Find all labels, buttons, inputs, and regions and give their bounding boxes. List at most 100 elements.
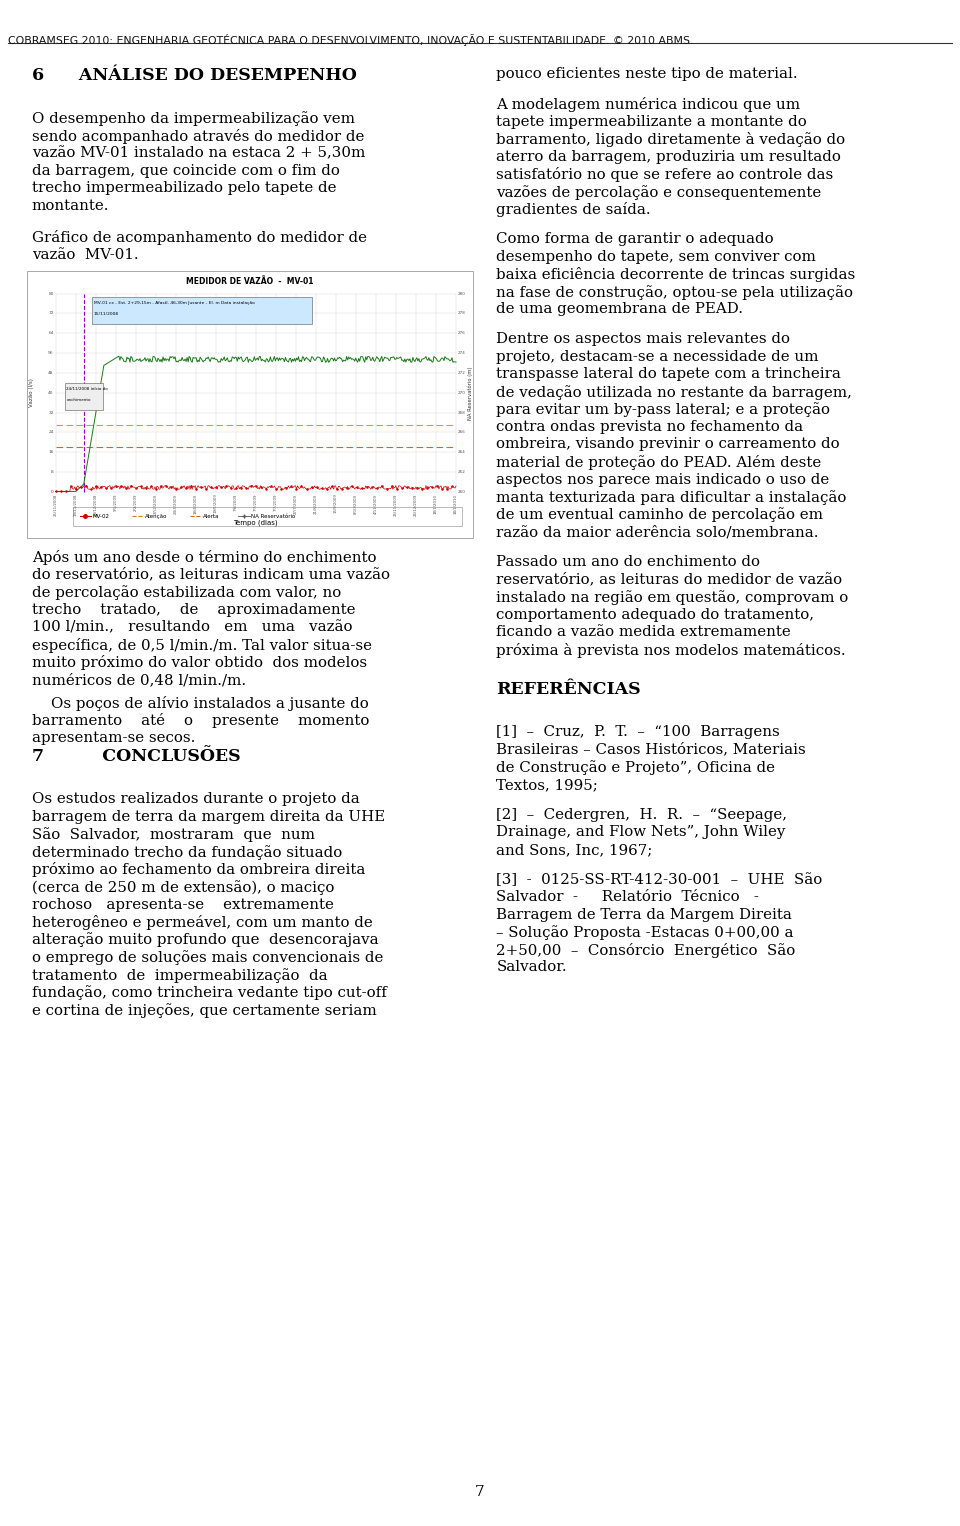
Text: numéricos de 0,48 l/min./m.: numéricos de 0,48 l/min./m.	[32, 673, 246, 687]
Text: Textos, 1995;: Textos, 1995;	[496, 778, 598, 792]
Text: 8/10/2009: 8/10/2009	[354, 493, 358, 514]
Text: Drainage, and Flow Nets”, John Wiley: Drainage, and Flow Nets”, John Wiley	[496, 826, 785, 839]
Text: projeto, destacam-se a necessidade de um: projeto, destacam-se a necessidade de um	[496, 349, 819, 363]
Text: NA Reservatório (m): NA Reservatório (m)	[468, 366, 473, 420]
Text: Vazão (l/s): Vazão (l/s)	[29, 378, 35, 407]
Text: ombreira, visando previnir o carreamento do: ombreira, visando previnir o carreamento…	[496, 438, 840, 452]
Text: – Solução Proposta -Estacas 0+00,00 a: – Solução Proposta -Estacas 0+00,00 a	[496, 925, 794, 940]
Text: razão da maior aderência solo/membrana.: razão da maior aderência solo/membrana.	[496, 525, 819, 539]
Text: Alerta: Alerta	[203, 514, 219, 519]
Text: [1]  –  Cruz,  P.  T.  –  “100  Barragens: [1] – Cruz, P. T. – “100 Barragens	[496, 725, 780, 739]
Text: 278: 278	[458, 311, 466, 316]
Text: REFERÊNCIAS: REFERÊNCIAS	[496, 681, 641, 699]
Bar	[64, 383, 103, 410]
Text: fundação, como trincheira vedante tipo cut-off: fundação, como trincheira vedante tipo c…	[32, 986, 387, 1000]
Text: satisfatório no que se refere ao controle das: satisfatório no que se refere ao control…	[496, 168, 833, 182]
Text: Gráfico de acompanhamento do medidor de: Gráfico de acompanhamento do medidor de	[32, 230, 367, 246]
Text: 18/4/2009: 18/4/2009	[194, 493, 198, 514]
Text: 9/1/2009: 9/1/2009	[113, 493, 118, 511]
Text: 276: 276	[458, 331, 466, 336]
Text: 56: 56	[48, 351, 54, 356]
Text: 24/11/2008 início do: 24/11/2008 início do	[66, 388, 108, 392]
Text: 26/12/2009: 26/12/2009	[414, 493, 418, 516]
Text: 100 l/min.,   resultando   em   uma   vazão: 100 l/min., resultando em uma vazão	[32, 620, 352, 635]
Text: MV-01 cx - Est. 2+29,15m - Afastl. 46,30m Jusante - El. m Data instalação: MV-01 cx - Est. 2+29,15m - Afastl. 46,30…	[94, 301, 254, 305]
Text: determinado trecho da fundação situado: determinado trecho da fundação situado	[32, 845, 342, 859]
Text: transpasse lateral do tapete com a trincheira: transpasse lateral do tapete com a trinc…	[496, 368, 841, 382]
Text: A modelagem numérica indicou que um: A modelagem numérica indicou que um	[496, 98, 801, 111]
Text: Passado um ano do enchimento do: Passado um ano do enchimento do	[496, 555, 760, 569]
Bar	[27, 270, 473, 537]
Text: 14/12/2008: 14/12/2008	[94, 493, 98, 516]
Text: próximo ao fechamento da ombreira direita: próximo ao fechamento da ombreira direit…	[32, 862, 365, 877]
Text: 270: 270	[458, 391, 466, 395]
Text: 80: 80	[48, 291, 54, 296]
Text: 19/5/2009: 19/5/2009	[214, 493, 218, 513]
Text: 19/11/2008: 19/11/2008	[74, 493, 78, 516]
Text: 15/9/2009: 15/9/2009	[334, 493, 338, 513]
Text: 21/8/2009: 21/8/2009	[314, 493, 318, 514]
Text: 280: 280	[458, 291, 466, 296]
Text: rochoso   apresenta-se    extremamente: rochoso apresenta-se extremamente	[32, 897, 333, 911]
Text: muito próximo do valor obtido  dos modelos: muito próximo do valor obtido dos modelo…	[32, 655, 367, 670]
Text: [2]  –  Cedergren,  H.  R.  –  “Seepage,: [2] – Cedergren, H. R. – “Seepage,	[496, 807, 787, 821]
Text: Salvador.: Salvador.	[496, 960, 567, 975]
Text: comportamento adequado do tratamento,: comportamento adequado do tratamento,	[496, 607, 814, 621]
Text: 2/2/2009: 2/2/2009	[133, 493, 137, 511]
Text: 4/11/2009: 4/11/2009	[374, 493, 378, 514]
Text: reservatório, as leituras do medidor de vazão: reservatório, as leituras do medidor de …	[496, 572, 843, 586]
Text: 40: 40	[48, 391, 54, 395]
Text: 7: 7	[475, 1485, 485, 1499]
Text: 15/11/2008: 15/11/2008	[94, 311, 119, 316]
Text: trecho    tratado,    de    aproximadamente: trecho tratado, de aproximadamente	[32, 603, 355, 617]
Bar	[73, 507, 462, 525]
Text: 24: 24	[48, 430, 54, 435]
Text: 7    CONCLUSÕES: 7 CONCLUSÕES	[32, 748, 240, 766]
Text: COBRAMSEG 2010: ENGENHARIA GEOTÉCNICA PARA O DESENVOLVIMENTO, INOVAÇÃO E SUSTENT: COBRAMSEG 2010: ENGENHARIA GEOTÉCNICA PA…	[8, 34, 693, 46]
Text: Os poços de alívio instalados a jusante do: Os poços de alívio instalados a jusante …	[32, 696, 369, 711]
Text: na fase de construção, optou-se pela utilização: na fase de construção, optou-se pela uti…	[496, 285, 853, 299]
Text: Após um ano desde o término do enchimento: Após um ano desde o término do enchiment…	[32, 549, 376, 565]
Text: de Construção e Projeto”, Oficina de: de Construção e Projeto”, Oficina de	[496, 760, 776, 775]
Text: tapete impermeabilizante a montante do: tapete impermeabilizante a montante do	[496, 114, 807, 128]
Text: 272: 272	[458, 371, 466, 375]
Text: próxima à prevista nos modelos matemáticos.: próxima à prevista nos modelos matemátic…	[496, 642, 846, 658]
Text: de percolação estabilizada com valor, no: de percolação estabilizada com valor, no	[32, 584, 341, 600]
Text: 25/11/2008: 25/11/2008	[54, 493, 58, 516]
Text: 8: 8	[51, 470, 54, 475]
Text: 48: 48	[48, 371, 54, 375]
Text: São  Salvador,  mostraram  que  num: São Salvador, mostraram que num	[32, 827, 315, 842]
Text: Os estudos realizados durante o projeto da: Os estudos realizados durante o projeto …	[32, 792, 359, 806]
Text: 260: 260	[458, 490, 466, 494]
Text: 7/7/2009: 7/7/2009	[253, 493, 258, 511]
Text: baixa eficiência decorrente de trincas surgidas: baixa eficiência decorrente de trincas s…	[496, 267, 855, 282]
Text: 262: 262	[458, 470, 466, 475]
Text: vazão MV-01 instalado na estaca 2 + 5,30m: vazão MV-01 instalado na estaca 2 + 5,30…	[32, 146, 365, 160]
Text: Barragem de Terra da Margem Direita: Barragem de Terra da Margem Direita	[496, 908, 792, 922]
Text: 32: 32	[48, 410, 54, 415]
Text: montante.: montante.	[32, 198, 109, 212]
Text: gradientes de saída.: gradientes de saída.	[496, 203, 651, 217]
Text: 0: 0	[51, 490, 54, 494]
Text: 264: 264	[458, 450, 466, 455]
Text: Salvador  -     Relatório  Técnico   -: Salvador - Relatório Técnico -	[496, 890, 759, 905]
Text: and Sons, Inc, 1967;: and Sons, Inc, 1967;	[496, 842, 653, 856]
Text: do reservatório, as leituras indicam uma vazão: do reservatório, as leituras indicam uma…	[32, 568, 390, 581]
Text: 72: 72	[48, 311, 54, 316]
Text: de vedação utilizada no restante da barragem,: de vedação utilizada no restante da barr…	[496, 385, 852, 400]
Text: específica, de 0,5 l/min./m. Tal valor situa-se: específica, de 0,5 l/min./m. Tal valor s…	[32, 638, 372, 653]
Text: 64: 64	[48, 331, 54, 336]
Text: de um eventual caminho de percolação em: de um eventual caminho de percolação em	[496, 508, 824, 522]
Text: aterro da barragem, produziria um resultado: aterro da barragem, produziria um result…	[496, 150, 841, 163]
Text: MV-02: MV-02	[92, 514, 109, 519]
Text: barramento, ligado diretamente à vedação do: barramento, ligado diretamente à vedação…	[496, 133, 846, 146]
Text: Tempo (dias): Tempo (dias)	[233, 519, 278, 526]
Text: vazão  MV-01.: vazão MV-01.	[32, 247, 138, 262]
Text: 16: 16	[48, 450, 54, 455]
Text: Dentre os aspectos mais relevantes do: Dentre os aspectos mais relevantes do	[496, 333, 790, 346]
Text: barragem de terra da margem direita da UHE: barragem de terra da margem direita da U…	[32, 810, 385, 824]
Text: aspectos nos parece mais indicado o uso de: aspectos nos parece mais indicado o uso …	[496, 473, 829, 487]
Text: O desempenho da impermeabilização vem: O desempenho da impermeabilização vem	[32, 111, 354, 125]
Text: tratamento  de  impermeabilização  da: tratamento de impermeabilização da	[32, 967, 327, 983]
Text: barramento    até    o    presente    momento: barramento até o presente momento	[32, 713, 369, 728]
